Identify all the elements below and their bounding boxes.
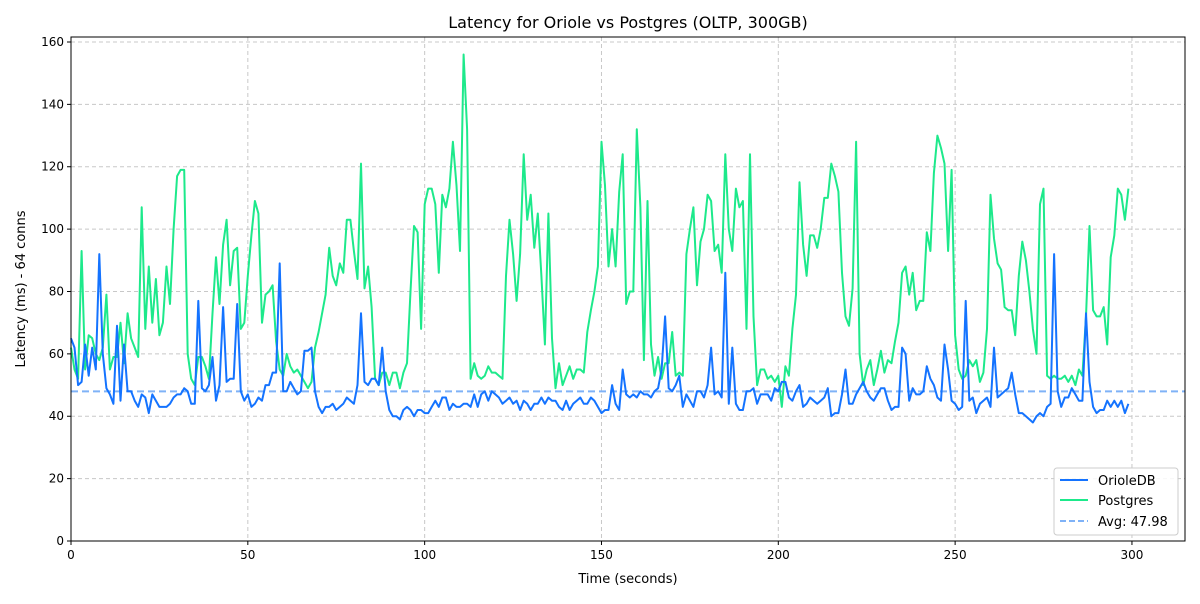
y-tick-label: 120 <box>41 160 64 174</box>
x-tick-label: 250 <box>944 548 967 562</box>
legend-label-orioledb: OrioleDB <box>1098 474 1156 489</box>
grid <box>70 37 1185 542</box>
y-tick-label: 140 <box>41 97 64 111</box>
x-tick-label: 50 <box>240 548 255 562</box>
series-line-orioledb <box>70 253 1130 424</box>
x-tick-label: 300 <box>1120 548 1143 562</box>
y-tick-label: 40 <box>49 409 64 423</box>
axis-ticks: 0 50 100 150 200 250 300 0 20 40 60 80 100 120 140 160 <box>41 35 1143 562</box>
y-tick-label: 100 <box>41 222 64 236</box>
plot-frame <box>70 36 1186 542</box>
y-tick-label: 160 <box>41 35 64 49</box>
chart-title: Latency for Oriole vs Postgres (OLTP, 30… <box>448 13 808 32</box>
y-tick-label: 60 <box>49 347 64 361</box>
series-line-postgres <box>70 53 1130 408</box>
y-tick-label: 20 <box>49 472 64 486</box>
x-axis-label: Time (seconds) <box>577 572 677 587</box>
legend: OrioleDB Postgres Avg: 47.98 <box>1053 467 1179 536</box>
x-tick-label: 100 <box>413 548 436 562</box>
legend-label-avg: Avg: 47.98 <box>1098 515 1168 530</box>
legend-box <box>1053 467 1179 536</box>
x-tick-label: 150 <box>590 548 613 562</box>
series-lines <box>70 53 1185 424</box>
y-tick-label: 80 <box>49 284 64 298</box>
y-axis-label: Latency (ms) - 64 conns <box>14 210 29 367</box>
y-tick-label: 0 <box>56 534 64 548</box>
x-tick-label: 200 <box>767 548 790 562</box>
x-tick-label: 0 <box>67 548 75 562</box>
legend-label-postgres: Postgres <box>1098 494 1154 509</box>
